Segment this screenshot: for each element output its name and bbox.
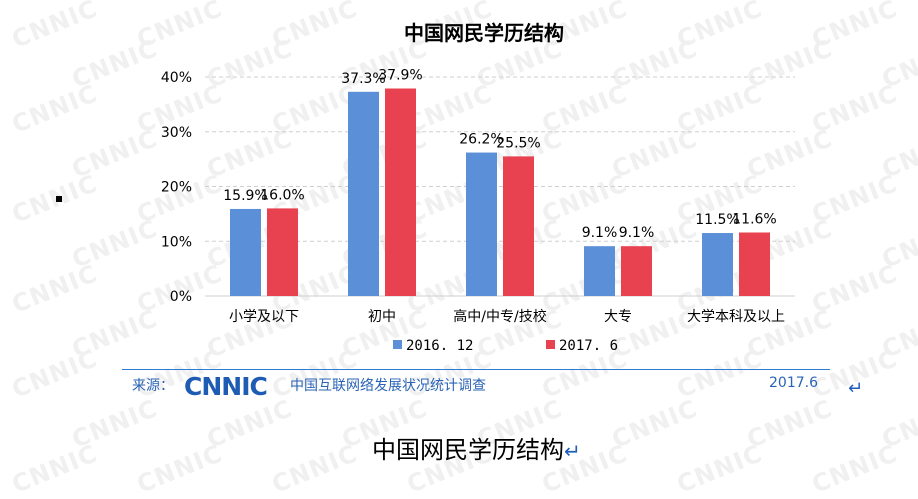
legend-swatch <box>546 340 555 349</box>
y-tick-label: 20% <box>161 180 192 196</box>
data-label: 37.3% <box>341 71 385 87</box>
watermark-text: CNNIC <box>268 439 362 499</box>
cnnic-logo: CNNIC <box>184 372 268 401</box>
bar-series2 <box>503 156 534 296</box>
bullet-marker <box>56 196 62 202</box>
data-label: 11.5% <box>695 212 739 228</box>
data-label: 9.1% <box>619 225 655 241</box>
legend-label: 2016. 12 <box>406 338 473 354</box>
caption-text: 中国网民学历结构 <box>372 436 564 464</box>
watermark-text: CNNIC <box>673 439 767 499</box>
bar-series1 <box>348 91 379 296</box>
watermark-text: CNNIC <box>8 439 102 499</box>
y-tick-label: 0% <box>170 289 192 305</box>
bar-series2 <box>267 208 298 296</box>
data-label: 11.6% <box>732 211 776 227</box>
x-category-label: 高中/中专/技校 <box>453 308 546 325</box>
data-label: 16.0% <box>260 187 304 203</box>
bar-series2 <box>739 232 770 296</box>
bar-series2 <box>385 88 416 296</box>
x-category-label: 初中 <box>368 308 396 325</box>
bar-chart: 中国网民学历结构 0% 10% 20% 30% 40% 15.9%16.0% 小学及以下 37.… <box>161 21 795 354</box>
data-label: 9.1% <box>582 225 618 241</box>
y-tick-label: 40% <box>161 70 192 86</box>
source-divider <box>122 369 830 370</box>
watermark-text: CNNIC <box>133 439 227 499</box>
data-label: 26.2% <box>459 132 503 148</box>
x-category-label: 大专 <box>604 309 632 325</box>
legend-label: 2017. 6 <box>559 338 618 354</box>
source-label: 来源： <box>132 378 174 394</box>
data-label: 25.5% <box>496 135 540 151</box>
source-date: 2017.6 <box>769 375 818 391</box>
page-caption: 中国网民学历结构↵ <box>372 430 581 465</box>
return-arrow-icon: ↵ <box>848 378 864 399</box>
data-label: 37.9% <box>378 67 422 83</box>
data-label: 15.9% <box>223 188 267 204</box>
watermark-text: CNNIC <box>808 439 902 499</box>
bar-series1 <box>584 246 615 296</box>
y-tick-label: 10% <box>161 234 192 250</box>
bar-series1 <box>702 233 733 296</box>
bar-series2 <box>621 246 652 296</box>
chart-title: 中国网民学历结构 <box>404 21 564 45</box>
legend-swatch <box>393 340 402 349</box>
bar-series1 <box>466 152 497 296</box>
x-category-label: 小学及以下 <box>229 309 299 325</box>
x-category-label: 大学本科及以上 <box>687 309 785 325</box>
source-text: 中国互联网络发展状况统计调查 <box>290 378 486 394</box>
y-tick-label: 30% <box>161 125 192 141</box>
bar-series1 <box>230 208 261 296</box>
return-arrow-icon: ↵ <box>564 439 581 463</box>
